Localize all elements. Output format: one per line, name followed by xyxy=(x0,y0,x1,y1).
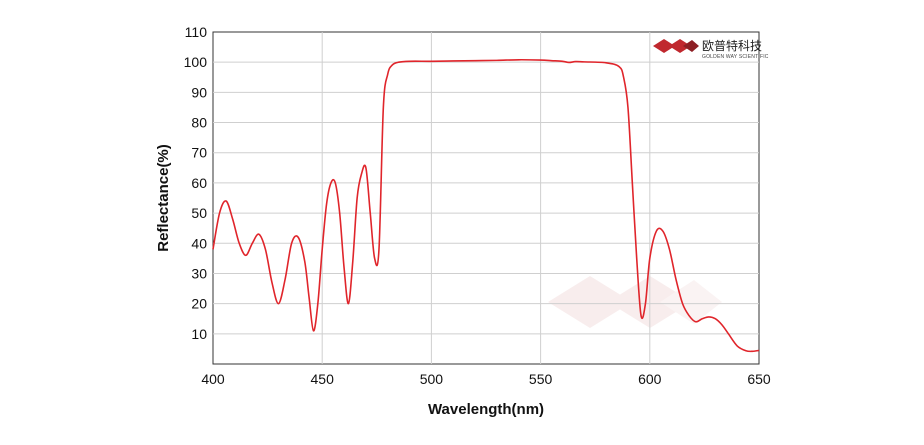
x-tick-label: 650 xyxy=(747,371,771,387)
y-tick-label: 70 xyxy=(191,145,207,161)
y-tick-label: 90 xyxy=(191,84,207,100)
y-tick-label: 100 xyxy=(184,54,208,70)
x-tick-label: 400 xyxy=(201,371,225,387)
y-tick-label: 110 xyxy=(185,24,208,40)
brand-logo: 欧普特科技 GOLDEN WAY SCIENTIFIC xyxy=(653,38,769,60)
y-tick-label: 60 xyxy=(191,175,207,191)
x-tick-label: 550 xyxy=(529,371,553,387)
series-line-0 xyxy=(212,58,760,353)
x-tick-label: 600 xyxy=(638,371,662,387)
y-tick-label: 40 xyxy=(191,235,207,251)
grid xyxy=(213,32,759,364)
y-tick-label: 50 xyxy=(191,205,207,221)
watermark-icon xyxy=(548,276,722,328)
logo-mark-icon xyxy=(653,39,699,53)
y-tick-label: 20 xyxy=(191,296,207,312)
x-axis-title: Wavelength(nm) xyxy=(428,401,544,418)
y-axis-title: Reflectance(%) xyxy=(155,144,172,252)
y-tick-label: 10 xyxy=(191,326,207,342)
y-tick-label: 30 xyxy=(191,265,207,281)
plot-area xyxy=(212,31,760,365)
y-tick-label: 80 xyxy=(191,115,207,131)
x-tick-label: 450 xyxy=(311,371,335,387)
x-tick-label: 500 xyxy=(420,371,444,387)
tick-labels: 400 450 500 550 600 650 10 20 30 40 50 60 70 80 90 100 1… xyxy=(184,24,771,387)
logo-name-cn: 欧普特科技 xyxy=(702,38,762,53)
logo-name-en: GOLDEN WAY SCIENTIFIC xyxy=(702,54,769,60)
series-layer xyxy=(212,58,760,353)
